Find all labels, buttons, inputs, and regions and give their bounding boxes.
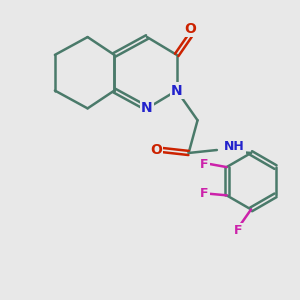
Text: N: N (141, 101, 153, 116)
Text: O: O (150, 143, 162, 157)
Text: O: O (184, 22, 196, 36)
Text: F: F (200, 187, 208, 200)
Text: F: F (233, 224, 242, 237)
Text: N: N (171, 84, 183, 98)
Text: NH: NH (224, 140, 245, 153)
Text: F: F (200, 158, 208, 171)
